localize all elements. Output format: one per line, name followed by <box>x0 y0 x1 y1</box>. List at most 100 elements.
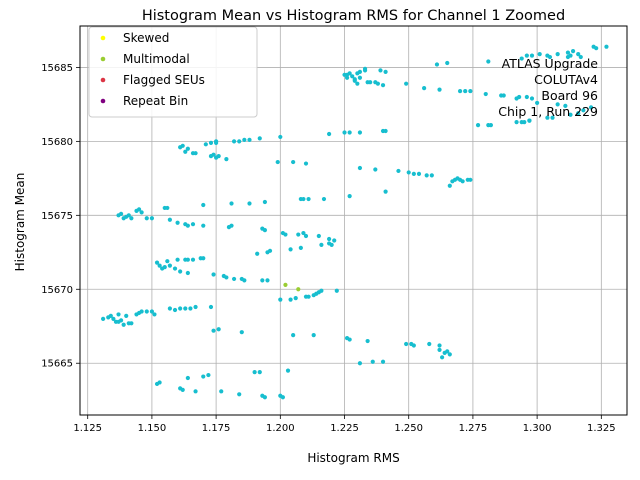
data-point <box>280 395 285 400</box>
y-tick-label: 15665 <box>41 359 73 370</box>
data-point <box>486 59 491 64</box>
data-point <box>334 288 339 293</box>
data-point <box>347 337 352 342</box>
data-point <box>380 359 386 364</box>
data-point <box>144 309 149 314</box>
data-point <box>231 276 237 282</box>
data-point <box>154 260 160 265</box>
chart-title: Histogram Mean vs Histogram RMS for Chan… <box>142 8 565 24</box>
data-point <box>383 128 388 134</box>
data-point <box>555 52 560 57</box>
data-point <box>242 278 247 283</box>
data-point <box>519 56 524 61</box>
data-point <box>563 103 568 108</box>
data-point <box>224 275 229 280</box>
data-point <box>555 102 560 107</box>
data-point <box>404 81 409 86</box>
data-point <box>201 223 206 228</box>
data-point <box>347 71 352 76</box>
data-point <box>190 257 196 262</box>
data-point <box>437 347 442 353</box>
data-point <box>447 352 452 357</box>
data-point <box>208 304 214 310</box>
legend-label: Skewed <box>123 31 169 45</box>
data-point <box>447 183 452 188</box>
data-point <box>285 368 291 373</box>
data-point <box>180 143 185 148</box>
data-point <box>193 389 198 394</box>
data-point <box>514 120 519 125</box>
data-point <box>149 216 155 221</box>
data-point <box>483 91 488 97</box>
data-point <box>350 74 355 79</box>
data-point <box>524 53 529 58</box>
data-point <box>463 88 468 94</box>
data-point <box>378 68 383 73</box>
data-point <box>437 87 442 92</box>
data-point <box>380 83 386 88</box>
data-point <box>211 328 216 333</box>
data-point <box>368 80 373 85</box>
data-point <box>214 140 219 145</box>
data-point <box>260 278 265 283</box>
data-point <box>144 216 149 221</box>
data-point <box>517 94 522 100</box>
data-point <box>167 217 172 222</box>
data-point <box>116 312 121 317</box>
data-point <box>375 81 380 86</box>
data-point <box>357 361 363 366</box>
plot-frame <box>79 25 628 416</box>
data-point <box>321 196 327 202</box>
data-point <box>247 137 252 142</box>
data-point <box>293 296 298 301</box>
data-point <box>411 343 416 348</box>
data-point <box>475 122 481 128</box>
data-point <box>165 259 170 264</box>
legend-marker <box>100 98 106 104</box>
data-point <box>139 309 144 314</box>
data-point <box>219 389 224 394</box>
data-point <box>275 159 280 165</box>
data-point <box>576 52 581 57</box>
data-point <box>172 307 178 313</box>
data-point <box>242 137 247 142</box>
data-point <box>201 256 206 261</box>
data-point <box>332 238 337 243</box>
data-point <box>424 173 429 178</box>
data-point <box>445 60 450 66</box>
data-point <box>237 392 242 397</box>
data-point <box>486 122 491 128</box>
data-point <box>306 294 311 299</box>
data-point <box>565 50 571 55</box>
data-point <box>193 304 198 310</box>
data-point <box>208 154 214 159</box>
data-point <box>214 155 219 160</box>
data-point <box>265 278 270 283</box>
data-point <box>136 207 142 212</box>
data-point <box>357 75 363 80</box>
data-point <box>357 69 363 74</box>
data-point <box>545 115 550 120</box>
data-point <box>468 88 473 94</box>
data-point <box>185 257 190 262</box>
data-point <box>139 210 144 215</box>
legend-marker <box>100 56 106 62</box>
data-point <box>303 233 309 239</box>
data-point <box>344 75 350 80</box>
data-point <box>167 306 172 311</box>
data-point <box>247 201 252 206</box>
data-point <box>108 313 113 319</box>
x-tick-label: 1.250 <box>394 423 423 434</box>
x-tick-label: 1.275 <box>459 423 488 434</box>
data-point <box>183 306 188 311</box>
data-point <box>427 341 432 347</box>
data-point <box>190 222 196 227</box>
data-point <box>570 49 576 54</box>
data-point <box>347 193 352 199</box>
data-point <box>501 93 506 98</box>
x-tick-label: 1.325 <box>587 423 616 434</box>
data-point <box>201 374 206 379</box>
x-tick-label: 1.175 <box>202 423 231 434</box>
data-point <box>175 257 180 262</box>
data-point <box>252 370 257 375</box>
